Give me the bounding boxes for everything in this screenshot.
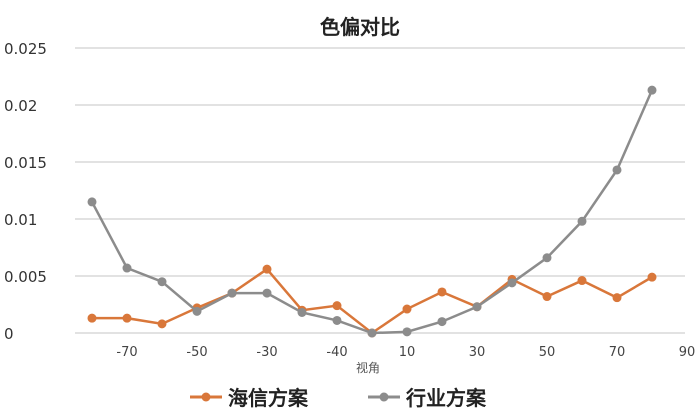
data-point-1 — [297, 307, 307, 317]
data-point-0 — [122, 313, 132, 323]
x-tick-label: 70 — [609, 345, 626, 360]
x-tick-label: 30 — [469, 345, 486, 360]
y-tick-label: 0.02 — [4, 97, 37, 115]
legend-dot-1 — [379, 392, 389, 402]
data-point-1 — [577, 216, 587, 226]
legend-label-0: 海信方案 — [228, 386, 309, 408]
data-point-1 — [612, 165, 622, 175]
data-point-0 — [612, 293, 622, 303]
x-tick-label: 10 — [399, 345, 416, 360]
y-tick-label: 0.025 — [4, 40, 47, 58]
x-tick-label: 50 — [539, 345, 556, 360]
data-point-1 — [472, 302, 482, 312]
legend: 海信方案 行业方案 — [190, 386, 487, 408]
data-point-1 — [402, 327, 412, 337]
data-point-0 — [577, 276, 587, 286]
legend-label-1: 行业方案 — [405, 386, 487, 408]
y-tick-label: 0.01 — [4, 211, 37, 229]
data-point-0 — [332, 301, 342, 311]
data-point-1 — [87, 197, 97, 207]
data-point-1 — [507, 278, 517, 288]
data-point-0 — [437, 287, 447, 297]
y-tick-label: 0 — [4, 325, 14, 343]
data-point-0 — [402, 304, 412, 314]
data-point-0 — [262, 264, 272, 274]
data-point-1 — [192, 306, 202, 316]
data-point-1 — [122, 263, 132, 273]
data-point-1 — [437, 317, 447, 327]
x-tick-label: -50 — [186, 345, 207, 360]
data-point-0 — [647, 272, 657, 282]
data-point-1 — [542, 253, 552, 263]
data-point-0 — [542, 292, 552, 302]
data-point-1 — [157, 277, 167, 287]
series-line-1 — [90, 89, 654, 335]
legend-dot-0 — [201, 392, 211, 402]
data-point-1 — [332, 315, 342, 325]
x-tick-label: 90 — [679, 345, 696, 360]
chart-title: 色偏对比 — [320, 15, 400, 39]
data-point-1 — [647, 85, 657, 95]
data-point-1 — [262, 288, 272, 298]
data-point-1 — [367, 328, 377, 338]
x-tick-label: -40 — [326, 345, 347, 360]
series-line-0 — [92, 267, 653, 335]
y-tick-label: 0.015 — [4, 154, 47, 172]
data-point-0 — [157, 319, 167, 329]
x-tick-label: -30 — [256, 345, 277, 360]
data-point-1 — [227, 288, 237, 298]
y-tick-label: 0.005 — [4, 268, 47, 286]
x-axis-label: 视角 — [356, 360, 380, 375]
x-tick-label: -70 — [116, 345, 137, 360]
data-point-0 — [87, 313, 97, 323]
